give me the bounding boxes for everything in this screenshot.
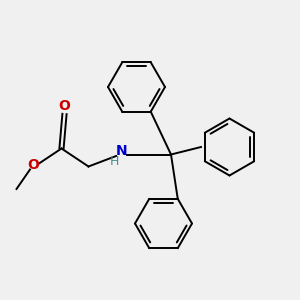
Text: O: O (27, 158, 39, 172)
Text: O: O (58, 100, 70, 113)
Text: N: N (116, 144, 127, 158)
Text: H: H (110, 154, 120, 168)
